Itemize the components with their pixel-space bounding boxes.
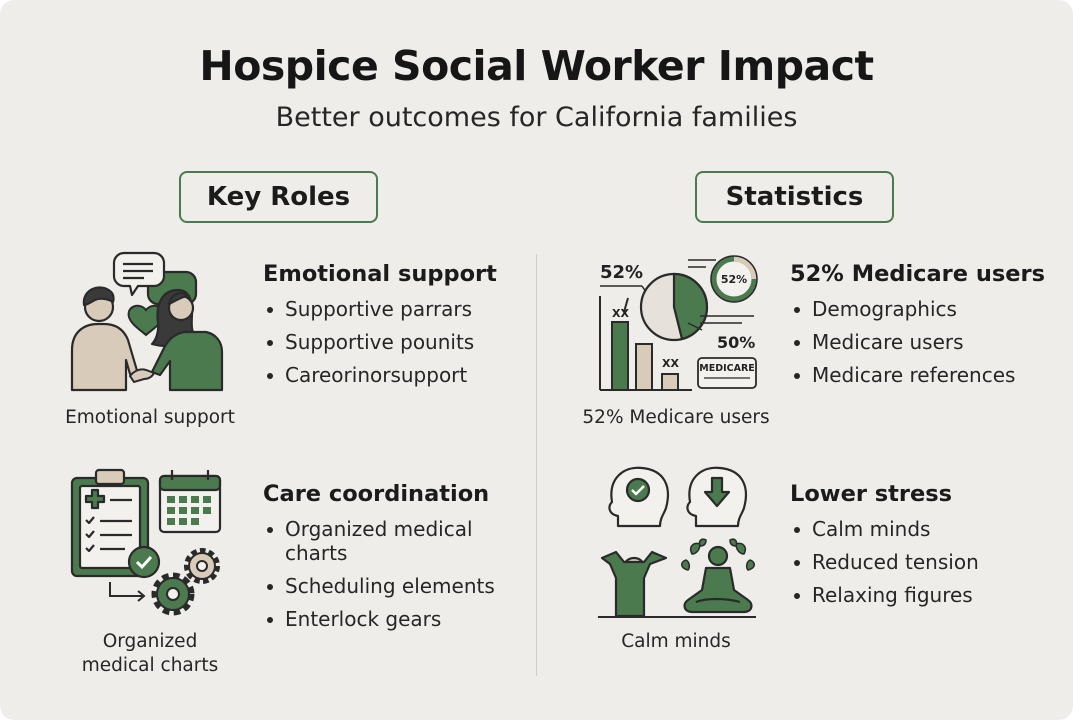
caption-line: medical charts bbox=[81, 655, 219, 676]
list-item: Reduced tension bbox=[790, 550, 979, 574]
pie-chart-icon bbox=[639, 272, 709, 342]
statistics-label: Statistics bbox=[695, 171, 894, 223]
emotional-support-illustration bbox=[70, 251, 224, 392]
care-coordination-caption: Organized medical charts bbox=[40, 630, 260, 678]
list-item: Demographics bbox=[790, 297, 1045, 321]
stress-heading: Lower stress bbox=[790, 481, 953, 507]
head-down-arrow-icon bbox=[686, 466, 747, 528]
list-item: Calm minds bbox=[790, 517, 979, 541]
medicare-card-icon: MEDICARE bbox=[697, 357, 757, 389]
list-item: Supportive pounits bbox=[263, 330, 497, 354]
handshake-icon bbox=[128, 368, 156, 384]
list-item: Scheduling elements bbox=[263, 574, 495, 598]
emotional-support-heading: Emotional support bbox=[263, 261, 497, 287]
clipboard-icon bbox=[70, 468, 150, 578]
list-item: Relaxing figures bbox=[790, 583, 979, 607]
medicare-list: Demographics Medicare users Medicare ref… bbox=[790, 297, 1045, 387]
head-brain-icon bbox=[608, 466, 669, 528]
medicare-card-label: MEDICARE bbox=[699, 363, 755, 374]
list-item: Supportive parrars bbox=[263, 297, 497, 321]
page-title: Hospice Social Worker Impact bbox=[199, 42, 874, 90]
stretching-figure-icon bbox=[600, 550, 668, 618]
care-coordination-block: Care coordination Organized medical char… bbox=[263, 481, 495, 640]
stress-block: Lower stress Calm minds Reduced tension … bbox=[790, 481, 979, 616]
emotional-support-list: Supportive parrars Supportive pounits Ca… bbox=[263, 297, 497, 387]
ring-percent-label: 52% bbox=[721, 273, 747, 286]
big-percent-label: 52% bbox=[600, 262, 643, 283]
gear-icon bbox=[151, 572, 195, 616]
list-item: Medicare users bbox=[790, 330, 1045, 354]
medicare-block: 52% Medicare users Demographics Medicare… bbox=[790, 261, 1045, 396]
bar-chart-icon bbox=[599, 296, 692, 391]
list-item: Organized medical charts bbox=[263, 517, 495, 565]
lower-stress-illustration bbox=[598, 466, 756, 618]
ring-chart-icon: 52% bbox=[710, 255, 758, 303]
care-coordination-illustration bbox=[70, 468, 222, 616]
medicare-heading: 52% Medicare users bbox=[790, 261, 1046, 287]
list-item: Careorinorsupport bbox=[263, 363, 497, 387]
list-item: Medicare references bbox=[790, 363, 1045, 387]
care-coordination-list: Organized medical charts Scheduling elem… bbox=[263, 517, 495, 631]
leaf-icon bbox=[681, 538, 755, 571]
calendar-icon bbox=[158, 470, 222, 534]
medicare-caption: 52% Medicare users bbox=[582, 407, 770, 428]
arrow-icon bbox=[109, 582, 146, 602]
low-percent-label: 50% bbox=[717, 333, 755, 352]
stress-caption: Calm minds bbox=[621, 631, 731, 652]
medicare-chart-illustration: 52% 52% 50% XX XX MEDI bbox=[599, 255, 758, 391]
gear-icon bbox=[184, 548, 220, 584]
woman-figure-icon bbox=[150, 288, 224, 392]
bar-label: XX bbox=[612, 307, 629, 320]
key-roles-label: Key Roles bbox=[179, 171, 378, 223]
check-badge-icon bbox=[127, 545, 161, 579]
man-figure-icon bbox=[70, 286, 140, 392]
list-item: Enterlock gears bbox=[263, 607, 495, 631]
meditating-figure-icon bbox=[683, 545, 753, 614]
emotional-support-block: Emotional support Supportive parrars Sup… bbox=[263, 261, 497, 396]
caption-line: Organized bbox=[102, 631, 198, 652]
stress-list: Calm minds Reduced tension Relaxing figu… bbox=[790, 517, 979, 607]
emotional-support-caption: Emotional support bbox=[65, 407, 235, 428]
bar-label: XX bbox=[662, 357, 679, 370]
care-coordination-heading: Care coordination bbox=[263, 481, 490, 507]
column-divider bbox=[536, 254, 537, 676]
page-subtitle: Better outcomes for California families bbox=[275, 102, 798, 133]
